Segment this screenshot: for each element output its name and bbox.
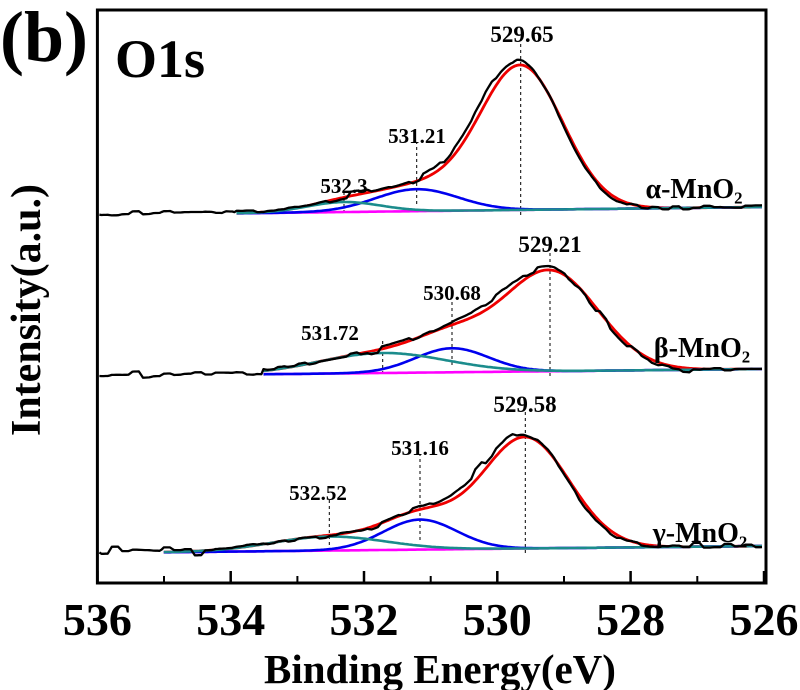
svg-text:529.65: 529.65 [490, 22, 553, 47]
svg-text:531.21: 531.21 [388, 124, 446, 148]
svg-text:532.52: 532.52 [289, 481, 347, 505]
svg-text:531.72: 531.72 [301, 321, 359, 345]
svg-text:529.21: 529.21 [518, 232, 581, 257]
svg-text:γ-MnO₂: γ-MnO₂ [652, 518, 748, 549]
svg-text:β-MnO₂: β-MnO₂ [654, 333, 750, 364]
svg-text:530.68: 530.68 [423, 281, 481, 305]
svg-text:531.16: 531.16 [391, 436, 449, 460]
svg-text:529.58: 529.58 [493, 392, 556, 417]
svg-text:α-MnO₂: α-MnO₂ [645, 174, 742, 205]
svg-text:532.3: 532.3 [320, 174, 367, 198]
